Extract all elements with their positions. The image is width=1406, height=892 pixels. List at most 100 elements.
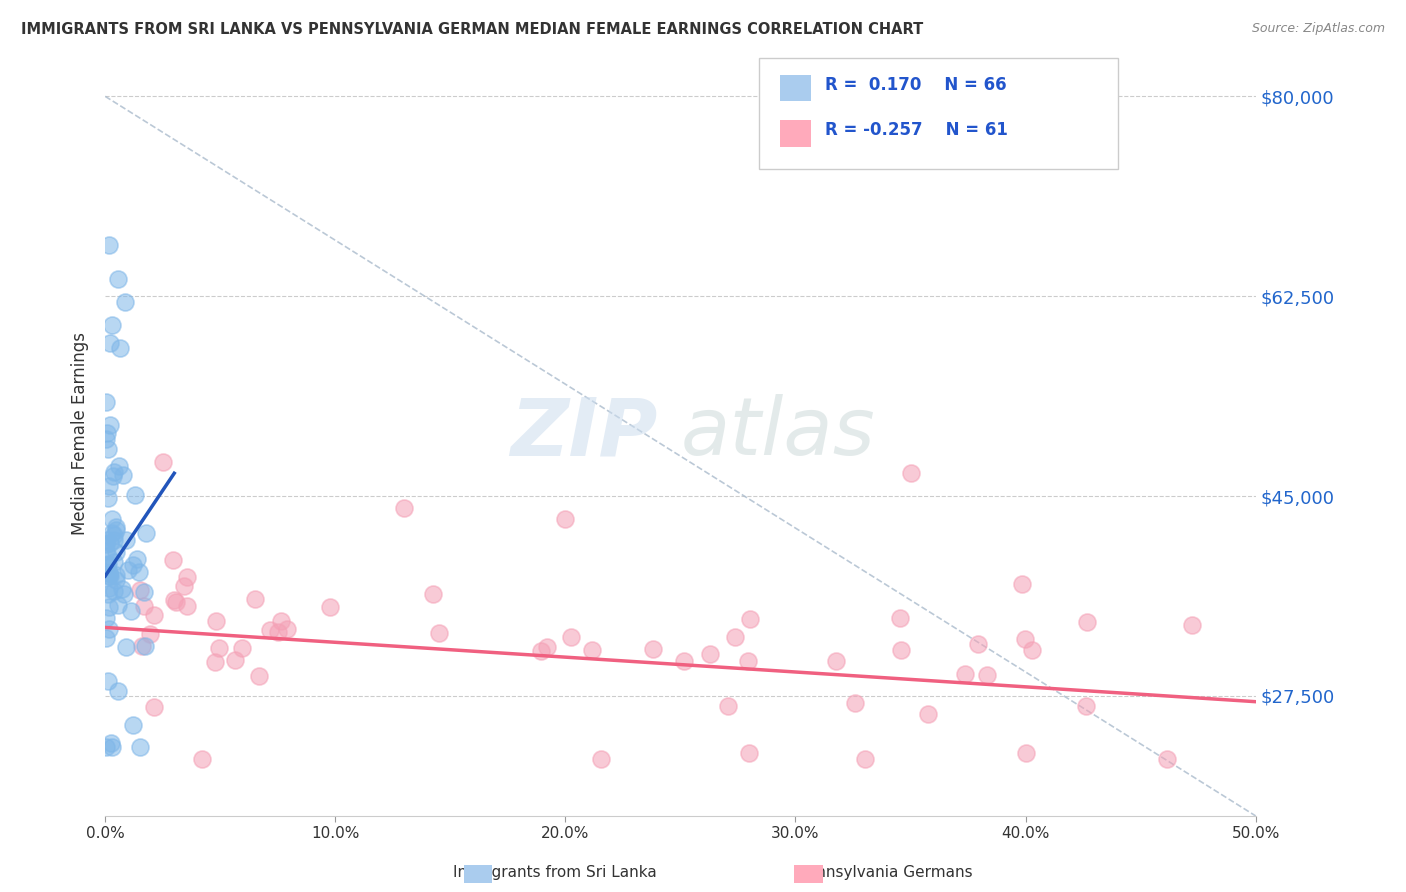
Point	[976, 668, 998, 682]
Point	[128, 566, 150, 580]
Point	[103, 555, 125, 569]
Point	[97, 674, 120, 689]
Point	[104, 568, 127, 582]
Point	[98, 566, 121, 581]
Point	[96, 740, 118, 755]
Point	[152, 455, 174, 469]
Point	[98, 535, 121, 549]
Point	[134, 526, 156, 541]
Point	[427, 625, 450, 640]
Point	[127, 552, 149, 566]
Point	[890, 643, 912, 657]
Point	[100, 736, 122, 750]
Text: atlas: atlas	[681, 394, 875, 472]
Point	[205, 615, 228, 629]
Point	[672, 654, 695, 668]
Point	[139, 627, 162, 641]
Point	[120, 604, 142, 618]
Point	[103, 584, 125, 599]
Point	[107, 272, 129, 286]
Point	[97, 549, 120, 564]
Point	[98, 581, 121, 595]
Point	[96, 537, 118, 551]
Point	[581, 642, 603, 657]
Point	[98, 237, 121, 252]
Point	[103, 465, 125, 479]
Point	[114, 640, 136, 654]
Point	[101, 318, 124, 332]
Point	[112, 586, 135, 600]
Point	[96, 533, 118, 548]
Text: Pennsylvania Germans: Pennsylvania Germans	[799, 865, 973, 880]
Point	[1181, 617, 1204, 632]
Point	[96, 611, 118, 625]
Point	[224, 653, 246, 667]
Point	[1011, 576, 1033, 591]
Point	[394, 500, 416, 515]
Point	[738, 746, 761, 760]
Point	[98, 569, 121, 583]
Point	[176, 570, 198, 584]
Point	[889, 610, 911, 624]
Point	[1076, 698, 1098, 713]
Text: Source: ZipAtlas.com: Source: ZipAtlas.com	[1251, 22, 1385, 36]
Point	[97, 599, 120, 614]
Point	[966, 637, 988, 651]
Point	[134, 599, 156, 614]
Point	[104, 523, 127, 537]
Point	[96, 395, 118, 409]
Point	[101, 512, 124, 526]
Point	[267, 625, 290, 640]
Point	[231, 641, 253, 656]
Point	[900, 467, 922, 481]
Point	[98, 479, 121, 493]
Point	[98, 569, 121, 583]
Point	[131, 639, 153, 653]
Point	[142, 700, 165, 714]
Point	[103, 528, 125, 542]
Point	[108, 458, 131, 473]
Point	[103, 533, 125, 547]
Point	[270, 614, 292, 628]
Text: R = -0.257    N = 61: R = -0.257 N = 61	[825, 121, 1008, 139]
Point	[114, 533, 136, 548]
Point	[96, 632, 118, 646]
Point	[259, 623, 281, 637]
Point	[853, 752, 876, 766]
Point	[96, 432, 118, 446]
Point	[97, 558, 120, 572]
Text: R =  0.170    N = 66: R = 0.170 N = 66	[825, 77, 1007, 95]
Point	[101, 468, 124, 483]
Point	[247, 669, 270, 683]
Y-axis label: Median Female Earnings: Median Female Earnings	[72, 332, 89, 535]
Point	[824, 654, 846, 668]
Point	[96, 442, 118, 456]
Point	[104, 573, 127, 587]
Point	[554, 512, 576, 526]
Point	[738, 612, 761, 626]
Point	[97, 587, 120, 601]
Point	[844, 697, 866, 711]
Point	[107, 598, 129, 612]
Point	[96, 491, 118, 506]
Point	[917, 707, 939, 722]
Point	[114, 295, 136, 310]
Point	[107, 684, 129, 698]
Point	[191, 752, 214, 766]
Point	[111, 582, 134, 596]
Point	[129, 582, 152, 597]
Point	[108, 341, 131, 355]
Point	[162, 553, 184, 567]
Point	[162, 592, 184, 607]
Point	[1014, 746, 1036, 760]
Point	[422, 587, 444, 601]
Point	[737, 654, 759, 668]
Text: IMMIGRANTS FROM SRI LANKA VS PENNSYLVANIA GERMAN MEDIAN FEMALE EARNINGS CORRELAT: IMMIGRANTS FROM SRI LANKA VS PENNSYLVANI…	[21, 22, 924, 37]
Point	[319, 599, 342, 614]
Point	[134, 639, 156, 653]
Point	[96, 558, 118, 572]
Point	[117, 563, 139, 577]
Point	[1156, 752, 1178, 766]
Point	[953, 667, 976, 681]
Point	[207, 640, 229, 655]
